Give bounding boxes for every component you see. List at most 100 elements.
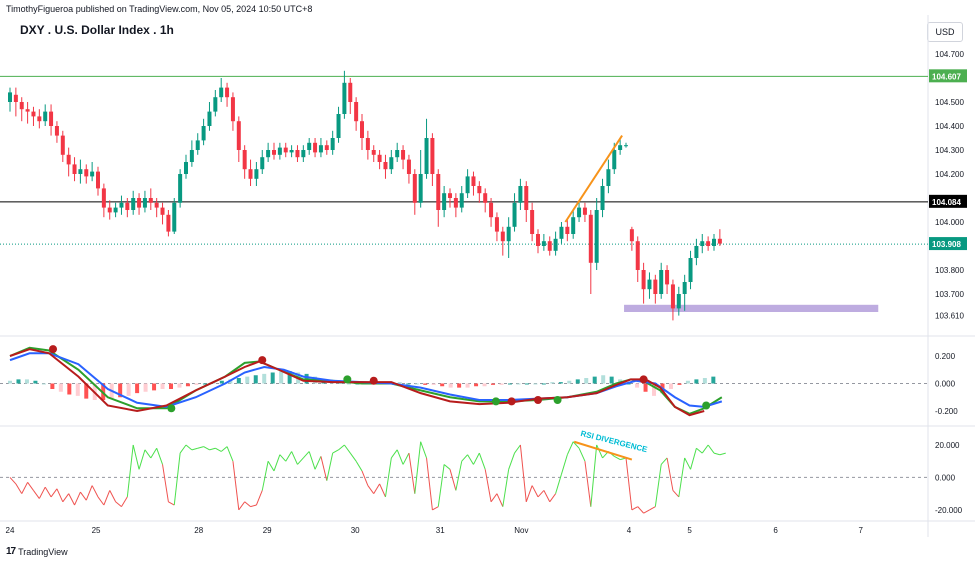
rsi-line-segment <box>596 444 603 459</box>
rsi-line-segment <box>79 491 87 501</box>
candle-body <box>365 138 370 150</box>
candle-body <box>717 238 722 244</box>
macd-line <box>9 346 723 415</box>
candle-body <box>254 169 259 179</box>
macd-histogram-bar <box>592 376 597 384</box>
rsi-line-segment <box>191 447 198 451</box>
macd-histogram-bar <box>202 383 207 385</box>
tradingview-logo-icon: 17 <box>6 546 16 557</box>
candle-body <box>13 94 18 102</box>
rsi-line-segment <box>625 457 633 510</box>
macd-histogram-bar <box>253 375 258 384</box>
macd-cross-marker <box>369 376 378 385</box>
candle-body <box>682 282 687 294</box>
candle-body <box>588 214 593 263</box>
macd-histogram-bar <box>346 383 351 385</box>
candle-body <box>512 202 517 227</box>
rsi-line-segment <box>144 449 152 459</box>
macd-histogram-bar <box>270 372 275 384</box>
rsi-line-segment <box>690 448 697 470</box>
candle-body <box>577 207 582 218</box>
macd-histogram-bar <box>397 382 402 384</box>
macd-histogram-bar <box>609 376 614 384</box>
candle-body <box>354 102 359 122</box>
macd-histogram-bar <box>50 383 55 389</box>
rsi-line-segment <box>408 453 416 494</box>
rsi-line-segment <box>654 464 662 507</box>
candle-body <box>377 154 382 162</box>
rsi-line-segment <box>279 454 287 462</box>
time-tick-label: 4 <box>627 526 632 535</box>
candle-body <box>342 82 347 114</box>
candle-body <box>207 111 212 126</box>
rsi-line-segment <box>21 482 29 494</box>
candle-body <box>96 171 100 189</box>
candle-body <box>459 193 464 208</box>
time-tick-label: 30 <box>351 526 360 535</box>
time-tick-label: 7 <box>858 526 863 535</box>
candle-body <box>230 97 235 122</box>
candle-body <box>395 150 400 158</box>
candle-body <box>242 150 247 170</box>
rsi-line-segment <box>684 457 691 470</box>
candle-body <box>483 193 488 203</box>
candle-body <box>547 241 552 251</box>
candle-body <box>670 284 675 309</box>
rsi-line-segment <box>537 490 545 498</box>
macd-histogram-bar <box>694 379 699 384</box>
rsi-line-segment <box>97 496 105 506</box>
candle-body <box>195 140 200 150</box>
candle-body <box>49 111 54 126</box>
macd-histogram-bar <box>287 371 292 384</box>
macd-histogram-bar <box>16 379 21 384</box>
rsi-tick-label: 20.000 <box>935 441 960 450</box>
rsi-line-segment <box>549 493 557 503</box>
candle-body <box>31 111 36 117</box>
chart-canvas[interactable]: RSI DIVERGENCE 104.700104.600104.500104.… <box>0 0 975 540</box>
price-tick-label: 104.400 <box>935 122 964 131</box>
macd-histogram-bar <box>236 378 241 384</box>
macd-histogram-bar <box>558 382 563 384</box>
rsi-line-segment <box>437 464 445 507</box>
candle-body <box>559 226 564 239</box>
time-tick-label: 24 <box>6 526 15 535</box>
rsi-line-segment <box>496 493 504 507</box>
rsi-line-segment <box>672 490 680 498</box>
candle-body <box>318 145 323 153</box>
currency-button[interactable]: USD <box>927 22 963 42</box>
candle-body <box>412 174 417 203</box>
candle-body <box>653 279 658 294</box>
rsi-line-segment <box>56 488 64 502</box>
candle-body <box>84 169 89 177</box>
price-tick-label: 103.700 <box>935 290 964 299</box>
rsi-line-segment <box>238 501 246 511</box>
rsi-line-segment <box>232 461 240 510</box>
rsi-line-segment <box>38 486 46 499</box>
rsi-pane: RSI DIVERGENCE <box>0 429 928 514</box>
price-tick-label: 103.800 <box>935 266 964 275</box>
grid-lines <box>0 15 975 537</box>
candle-body <box>665 270 670 285</box>
rsi-line-segment <box>349 452 357 462</box>
candle-body <box>307 142 312 150</box>
rsi-line-segment <box>215 447 222 452</box>
time-tick-label: 25 <box>92 526 101 535</box>
macd-histogram-bar <box>423 383 428 385</box>
candle-body <box>430 138 435 174</box>
rsi-line-segment <box>261 461 269 491</box>
candle-body <box>54 126 59 136</box>
macd-histogram-bar <box>245 376 250 384</box>
macd-cross-marker <box>534 396 542 404</box>
candle-body <box>659 270 664 294</box>
candle-body <box>371 150 376 155</box>
candle-body <box>448 193 452 198</box>
candle-body <box>506 226 511 242</box>
candle-body <box>260 157 265 170</box>
macd-histogram-bar <box>541 383 546 385</box>
rsi-line-segment <box>473 452 480 465</box>
rsi-line-segment <box>338 444 345 451</box>
chart-title: DXY . U.S. Dollar Index . 1h <box>20 23 174 37</box>
candle-body <box>477 186 482 194</box>
macd-histogram-bar <box>431 383 436 385</box>
rsi-line-segment <box>203 446 210 451</box>
